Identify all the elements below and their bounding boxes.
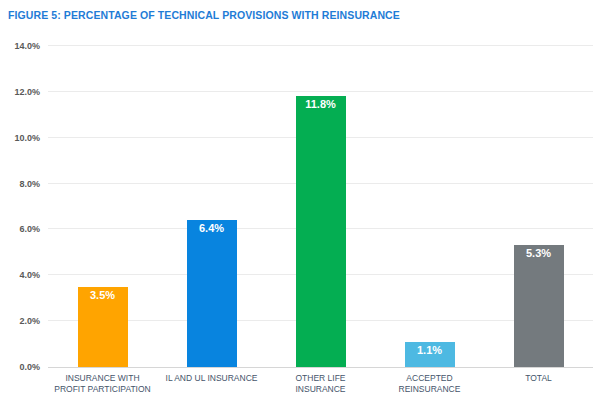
x-axis-category-labels: INSURANCE WITH PROFIT PARTICIPATIONIL AN… <box>48 373 593 396</box>
y-tick-label: 6.0% <box>19 224 40 234</box>
plot-area: 3.5% 6.4% 11.8% 1.1% 5.3% <box>48 46 593 368</box>
x-category-label: OTHER LIFE INSURANCE <box>266 373 375 396</box>
x-category-label: ACCEPTED REINSURANCE <box>375 373 484 396</box>
y-tick-label: 2.0% <box>19 316 40 326</box>
y-tick-label: 12.0% <box>14 87 40 97</box>
bar-slot: 3.5% <box>48 46 157 367</box>
bar: 11.8% <box>296 96 346 367</box>
y-tick-label: 8.0% <box>19 179 40 189</box>
bar-value-label: 5.3% <box>514 247 564 259</box>
bars-container: 3.5% 6.4% 11.8% 1.1% 5.3% <box>48 46 593 367</box>
x-category-label: INSURANCE WITH PROFIT PARTICIPATION <box>48 373 157 396</box>
bar-slot: 5.3% <box>484 46 593 367</box>
x-category-label: TOTAL <box>484 373 593 396</box>
bar: 1.1% <box>405 342 455 367</box>
y-tick-label: 10.0% <box>14 133 40 143</box>
bar-value-label: 1.1% <box>405 344 455 356</box>
figure-5-bar-chart: FIGURE 5: PERCENTAGE OF TECHNICAL PROVIS… <box>0 0 600 400</box>
bar-value-label: 3.5% <box>78 289 128 301</box>
y-tick-label: 14.0% <box>14 41 40 51</box>
bar-value-label: 11.8% <box>296 98 346 110</box>
y-tick-label: 4.0% <box>19 270 40 280</box>
bar: 5.3% <box>514 245 564 367</box>
x-category-label: IL AND UL INSURANCE <box>157 373 266 396</box>
bar-slot: 1.1% <box>375 46 484 367</box>
y-tick-label: 0.0% <box>19 362 40 372</box>
chart-title: FIGURE 5: PERCENTAGE OF TECHNICAL PROVIS… <box>8 9 400 21</box>
bar-value-label: 6.4% <box>187 222 237 234</box>
bar: 3.5% <box>78 287 128 367</box>
bar-slot: 11.8% <box>266 46 375 367</box>
y-axis-tick-labels: 0.0%2.0%4.0%6.0%8.0%10.0%12.0%14.0% <box>0 46 40 367</box>
bar: 6.4% <box>187 220 237 367</box>
bar-slot: 6.4% <box>157 46 266 367</box>
